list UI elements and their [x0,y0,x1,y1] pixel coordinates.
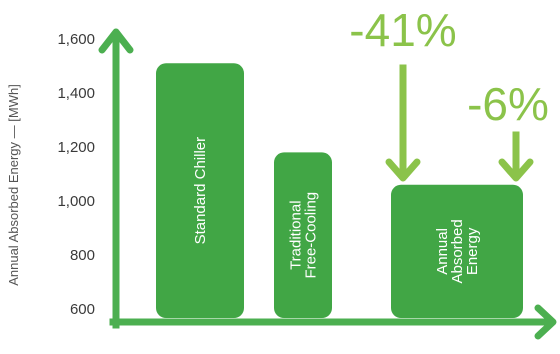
y-tick-label: 600 [70,301,95,318]
annotation-label: -41% [349,4,456,56]
bar [156,63,244,318]
annotation-arrowhead [385,158,421,182]
y-tick-labels: 1,600 1,400 1,200 1,000 800 600 [57,31,95,318]
bar-label-line: Standard Chiller [192,137,209,245]
annotations: -41%-6% [349,4,549,182]
y-tick-label: 800 [70,247,95,264]
y-tick-label: 1,200 [57,139,95,156]
bar-label-line: Annual [434,228,451,275]
bar-label: Standard Chiller [192,137,209,245]
y-axis-arrowhead [98,28,134,54]
y-axis-label: Annual Absorbed Energy — [MWh] [6,84,21,286]
bar-label: TraditionalFree-Cooling [288,192,320,279]
bar-label-line: Traditional [288,200,305,269]
axes [98,28,557,340]
bar [391,184,523,318]
bar-label-line: Absorbed [449,219,466,283]
bar-label-line: Free-Cooling [303,192,320,279]
annotation-label: -6% [467,78,549,130]
bar-label-line: Energy [464,227,481,275]
y-tick-label: 1,600 [57,31,95,48]
annotation-arrowhead [498,158,534,182]
bar [274,152,332,318]
bar-label: AnnualAbsorbedEnergy [434,219,481,283]
y-tick-label: 1,400 [57,85,95,102]
x-axis-arrowhead [534,304,557,340]
bars: Standard Chiller TraditionalFree-Cooling A… [156,63,523,318]
y-tick-label: 1,000 [57,193,95,210]
